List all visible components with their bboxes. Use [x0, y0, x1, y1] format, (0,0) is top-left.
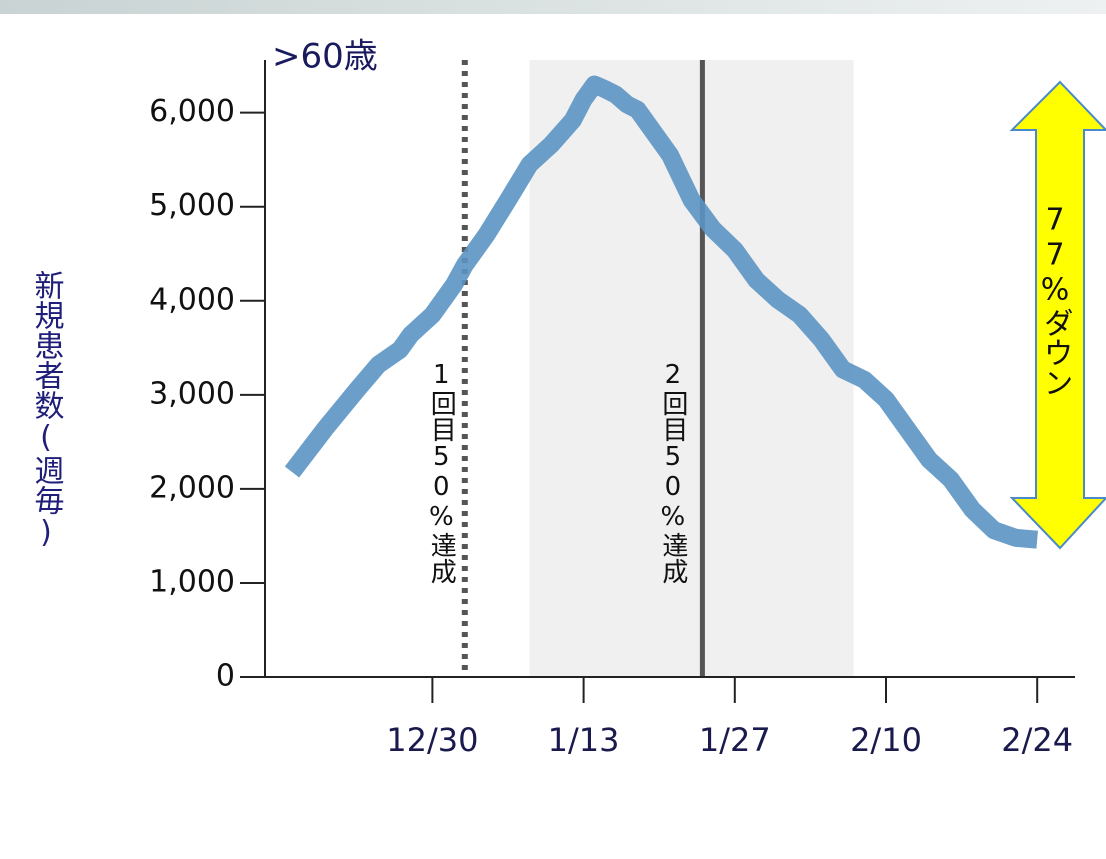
y-tick-label: 6,000	[149, 94, 235, 129]
y-tick-label: 0	[216, 659, 235, 694]
y-tick-label: 4,000	[149, 282, 235, 317]
drop-annotation: 77%ダウン	[1038, 203, 1073, 398]
shaded-span	[529, 60, 854, 677]
y-tick-label: 1,000	[149, 564, 235, 599]
x-tick-label: 12/30	[386, 721, 478, 759]
drop-arrow	[1009, 80, 1106, 550]
x-tick-label: 2/24	[1001, 721, 1073, 759]
data-line	[284, 75, 1038, 549]
y-tick-label: 2,000	[149, 470, 235, 505]
y-axis-label: 新規患者数(週毎)	[29, 270, 65, 550]
chart-title: >60歳	[272, 37, 378, 77]
x-tick-label: 2/10	[850, 721, 922, 759]
x-tick-label: 1/27	[699, 721, 771, 759]
y-tick-label: 3,000	[149, 376, 235, 411]
top-strip	[0, 0, 1106, 14]
marker-label: 2回目50%達成	[658, 360, 688, 584]
marker-label: 1回目50%達成	[426, 360, 456, 584]
y-tick-label: 5,000	[149, 188, 235, 223]
x-tick-label: 1/13	[548, 721, 620, 759]
